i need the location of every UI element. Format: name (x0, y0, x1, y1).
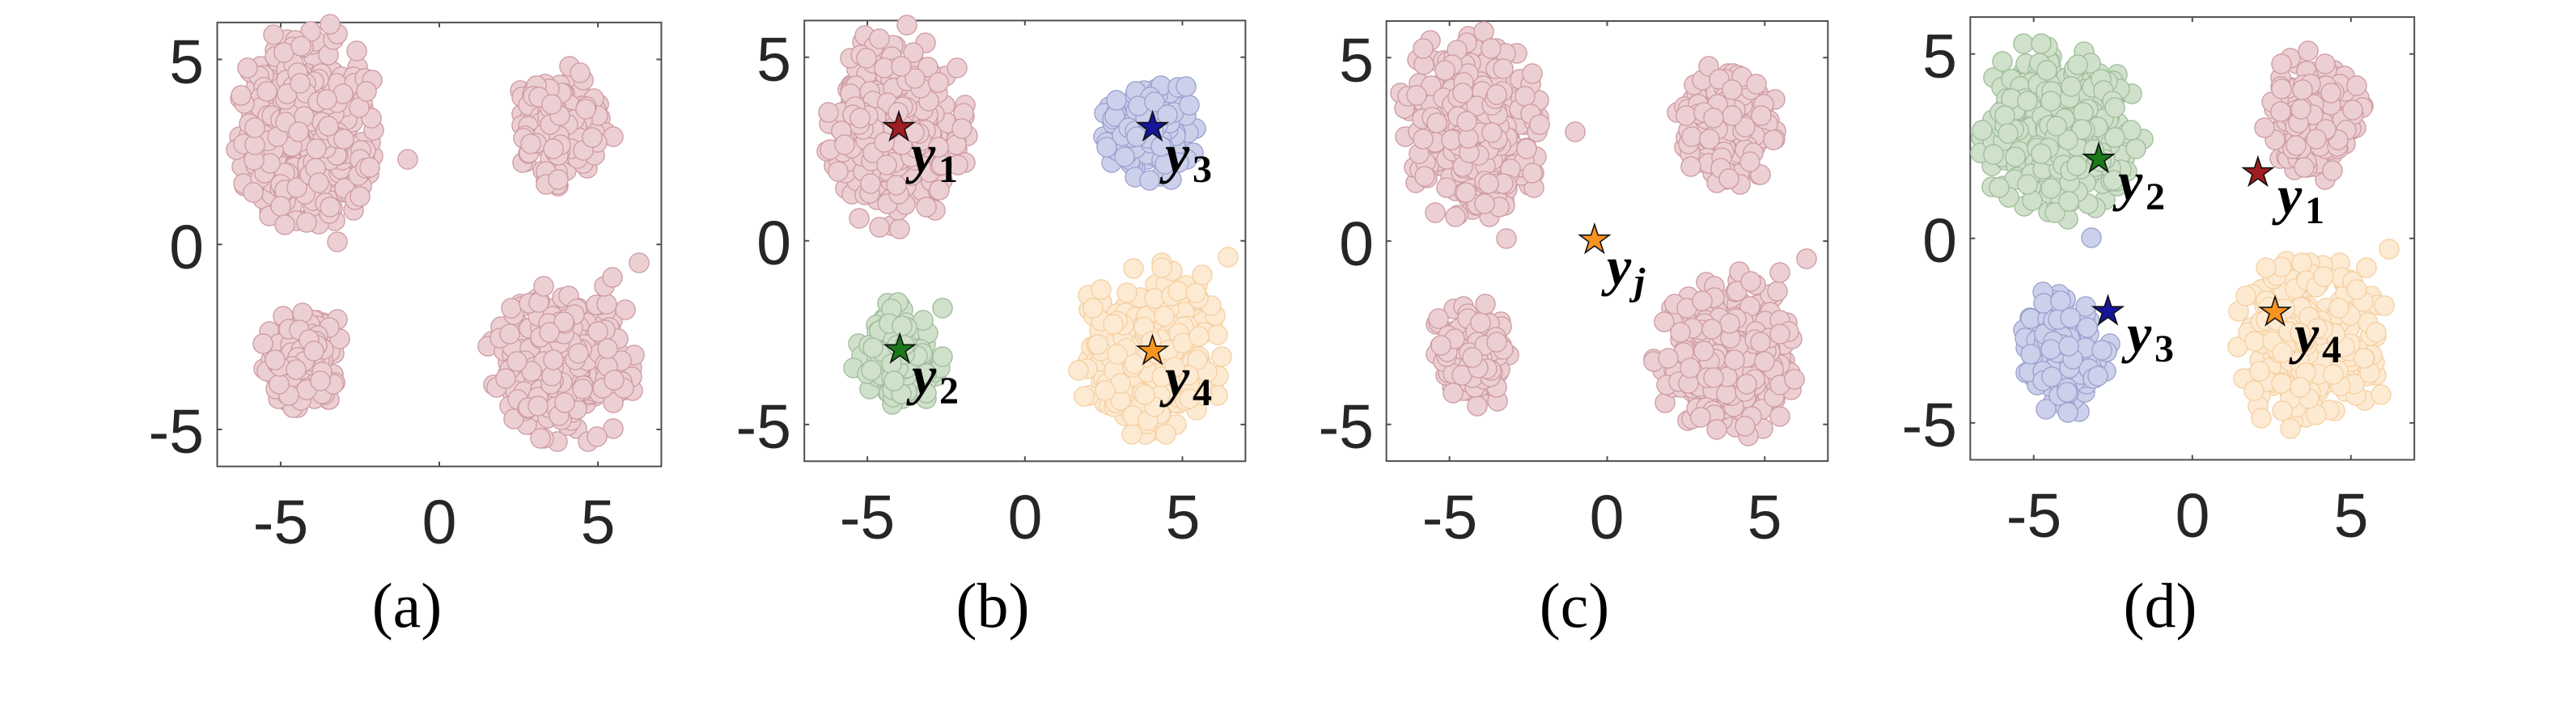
svg-text:5: 5 (1922, 22, 1957, 91)
svg-text:1: 1 (2305, 189, 2324, 232)
svg-text:5: 5 (581, 488, 616, 557)
svg-text:y: y (2121, 302, 2152, 364)
svg-text:y: y (1159, 346, 1190, 408)
svg-text:(d): (d) (2124, 570, 2197, 641)
svg-text:(c): (c) (1540, 570, 1610, 641)
svg-text:y: y (2289, 303, 2320, 365)
svg-text:2: 2 (2146, 176, 2165, 218)
svg-text:y: y (1601, 235, 1632, 297)
svg-text:0: 0 (756, 209, 791, 278)
svg-text:y: y (2272, 164, 2303, 226)
svg-text:y: y (2112, 150, 2143, 212)
svg-text:y: y (905, 123, 936, 184)
svg-text:2: 2 (939, 370, 959, 412)
svg-text:5: 5 (756, 25, 791, 95)
svg-text:0: 0 (169, 213, 204, 282)
svg-text:0: 0 (1339, 209, 1374, 279)
svg-text:0: 0 (1922, 206, 1957, 276)
svg-text:-5: -5 (1319, 392, 1374, 462)
svg-text:(a): (a) (372, 570, 443, 641)
svg-text:5: 5 (1166, 483, 1201, 552)
svg-text:1: 1 (938, 148, 958, 191)
svg-text:4: 4 (1193, 371, 1212, 414)
svg-text:-5: -5 (1902, 391, 1957, 460)
svg-text:y: y (1159, 123, 1190, 184)
svg-text:-5: -5 (736, 392, 791, 462)
svg-text:-5: -5 (149, 397, 204, 467)
svg-text:3: 3 (2154, 328, 2174, 370)
svg-text:-5: -5 (840, 483, 895, 552)
svg-text:3: 3 (1193, 148, 1212, 191)
svg-text:-5: -5 (253, 488, 308, 557)
svg-text:-5: -5 (2006, 481, 2061, 551)
svg-text:0: 0 (1590, 483, 1625, 552)
svg-text:0: 0 (1008, 483, 1043, 552)
svg-text:y: y (906, 345, 937, 406)
svg-text:5: 5 (2334, 481, 2369, 551)
svg-text:5: 5 (1748, 483, 1782, 552)
svg-text:-5: -5 (1422, 483, 1477, 552)
svg-text:(b): (b) (956, 570, 1030, 641)
svg-text:5: 5 (169, 27, 204, 97)
svg-text:4: 4 (2322, 328, 2341, 371)
svg-text:0: 0 (422, 488, 457, 557)
svg-text:5: 5 (1339, 26, 1374, 95)
svg-text:0: 0 (2176, 481, 2210, 551)
